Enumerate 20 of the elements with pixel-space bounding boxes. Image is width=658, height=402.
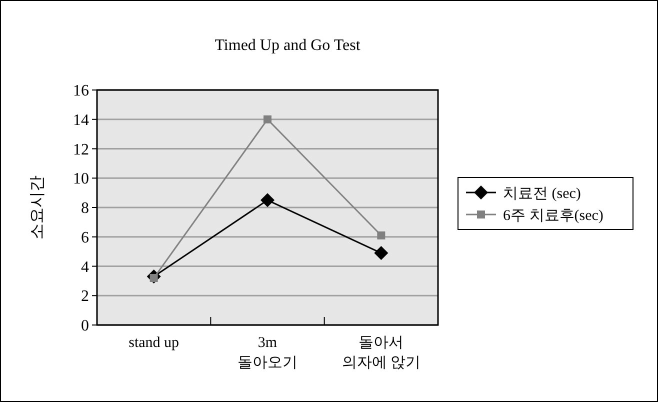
y-tick-label: 0 [81,318,89,335]
y-tick-label: 8 [81,200,89,218]
x-tick-label: 3m 돌아오기 [238,335,298,371]
y-tick-label: 6 [81,229,89,246]
y-tick-label: 4 [81,258,89,276]
x-tick-label: stand up [128,335,180,351]
point [260,193,274,208]
point [264,115,272,124]
y-tick-label: 10 [73,170,89,188]
y-tick-label: 2 [81,288,89,306]
x-tick-label: 돌아서 의자에 앉기 [342,335,421,371]
legend-label: 6주 치료후(sec) [503,208,604,224]
y-tick-label: 16 [73,82,89,100]
y-axis-title: 소요시간 [29,176,46,240]
point [374,246,388,260]
point [377,231,386,240]
y-tick-label: 14 [73,112,89,129]
y-tick-label: 12 [73,141,89,158]
legend-label: 치료전 (sec) [503,186,581,202]
chart-title: Timed Up and Go Test [214,37,361,54]
